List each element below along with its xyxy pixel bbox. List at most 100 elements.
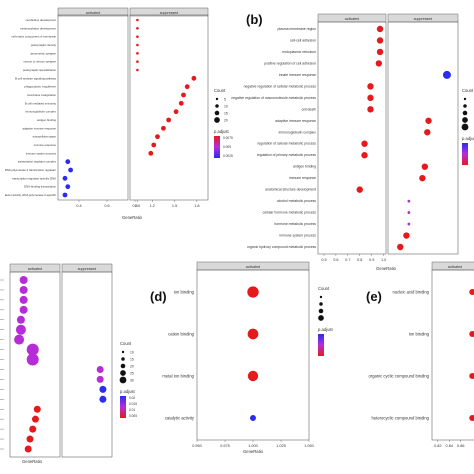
panel-a-term-label: immunoglobulin complex <box>25 110 56 114</box>
panel-a-activated-strip-label: activated <box>86 11 100 15</box>
panel-d-axis-tick-label: 1.050 <box>304 444 314 448</box>
panel-c-xlabel: GeneRatio <box>22 459 43 464</box>
panel-c-point <box>26 343 39 356</box>
panel-b-term-label: immunoglobulin complex <box>279 130 317 134</box>
panel-a-point <box>65 184 71 190</box>
panel-a-xlabel: GeneRatio <box>122 215 143 220</box>
panel-b-term-label: cell death <box>301 107 316 111</box>
panel-a-legend-padj-title: p.adjust <box>214 129 230 134</box>
panel-c-legend-padj-bar <box>120 396 126 418</box>
panel-a-legend-padj-bar <box>214 136 220 158</box>
panel-a-point <box>161 125 166 131</box>
panel-a-term-label: transcription regulator specific DNA <box>12 176 56 180</box>
panel-a-term-label: transcription regulator complex <box>18 160 57 164</box>
panel-c-suppressed-strip-label: suppressed <box>78 267 97 271</box>
panel-a-term-label: phagocytosis, engulfment <box>24 85 56 89</box>
panel-b-label: (b) <box>246 12 263 27</box>
panel-a-point <box>155 134 160 140</box>
panel-c-legend-padj-label: 0.005 <box>129 414 137 418</box>
panel-e-axis-tick-label: 0.86 <box>457 444 464 448</box>
panel-c-activated-frame <box>9 271 61 458</box>
panel-b-term-label: immune system process <box>279 234 316 238</box>
panel-a-term-label: antigen binding <box>37 118 56 122</box>
panel-b-point <box>424 129 431 136</box>
panel-a-term-label: factor activity, RNA polymerase II-speci… <box>5 193 57 197</box>
panel-d-axis-tick-label: 0.975 <box>220 444 230 448</box>
panel-b-point <box>375 60 383 67</box>
panel-a-activated-axis-tick-label: 0.6 <box>104 204 109 208</box>
panel-a-suppressed-frame <box>129 14 209 201</box>
panel-a-term-label: immune system process <box>26 151 57 155</box>
panel-c-legend-count-key <box>120 363 126 369</box>
panel-b-point <box>442 70 451 79</box>
panel-a-legend-count-key <box>215 104 219 108</box>
panel-c-point <box>33 405 41 413</box>
panel-e-term-label: nucleic acid binding <box>392 290 429 295</box>
panel-b-point <box>361 140 368 147</box>
panel-c-legend-padj-title: p.adjust <box>120 389 136 394</box>
panel-e-point <box>469 373 474 379</box>
panel-a-term-label: postsynaptic density <box>31 43 57 47</box>
panel-c-point <box>26 353 39 366</box>
panel-b-legend-count-key <box>463 104 467 108</box>
panel-b-axis-tick-label: 0.6 <box>333 258 338 262</box>
panel-b-point <box>421 163 429 170</box>
panel-a-point <box>173 109 179 115</box>
panel-b-point <box>425 117 432 124</box>
panel-a-point <box>191 75 197 81</box>
panel-d-point <box>250 415 256 421</box>
panel-b-point <box>367 94 374 102</box>
panel-c-point <box>16 315 25 324</box>
panel-a-term-label: cerebellum development <box>26 18 57 22</box>
panel-b-term-label: positive regulation of cell adhesion <box>264 61 316 65</box>
panel-e-term-label: heterocyclic compound binding <box>372 416 430 421</box>
panel-e-frame <box>431 269 474 441</box>
panel-b-legend-count-key <box>463 97 467 101</box>
panel-a-term-label: DNA-binding transcription <box>24 185 56 189</box>
panel-e-activated-strip-label: activated <box>448 265 462 269</box>
panel-c-point <box>19 295 28 304</box>
panel-b-point <box>403 232 410 239</box>
panel-c-legend-count-title: Count <box>120 341 132 346</box>
panel-a-legend-padj-label: 0.0025 <box>223 154 233 158</box>
panel-d-activated-strip-label: activated <box>246 265 260 269</box>
panel-a-term-label: membrane invagination <box>27 93 57 97</box>
panel-a-suppressed-strip <box>129 7 209 17</box>
panel-a-point <box>148 150 154 156</box>
panel-d-legend-padj-bar <box>318 334 324 356</box>
panel-b-activated-strip-label: activated <box>345 17 359 21</box>
panel-c-legend-count-key <box>121 350 125 354</box>
panel-a-term-label: asymmetric synapse <box>31 51 57 55</box>
panel-b-point <box>407 222 411 226</box>
panel-c-legend-count-key-label: 25 <box>130 371 134 375</box>
panel-a-suppressed-axis-tick-label: 1.2 <box>150 204 155 208</box>
panel-a-activated-frame <box>57 14 129 201</box>
panel-c-point <box>99 395 107 403</box>
panel-a-legend-count-key <box>214 110 220 116</box>
panel-c-legend-count-key <box>119 376 127 384</box>
panel-b-axis-tick-label: 0.5 <box>321 258 326 262</box>
panel-b-point <box>376 48 384 56</box>
panel-b-legend-count-key <box>462 110 468 116</box>
panel-d-legend-padj-title: p.adjust <box>318 327 334 332</box>
panel-e-term-label: organic cyclic compound binding <box>368 374 429 379</box>
panel-b-legend-count-title: Count <box>462 88 474 93</box>
panel-b-point <box>367 106 374 113</box>
panel-b-xlabel: GeneRatio <box>376 266 397 271</box>
panel-b-term-label: organic hydroxy compound metabolic proce… <box>247 245 316 249</box>
panel-e-label: (e) <box>366 289 382 304</box>
panel-a-term-label: cell-matrix component of membrane <box>11 35 56 39</box>
panel-b-point <box>407 199 411 203</box>
panel-a-point <box>68 167 73 173</box>
panel-a-term-label: extracellular space <box>33 135 57 139</box>
panel-d-axis-tick-label: 1.000 <box>248 444 258 448</box>
panel-a-point <box>136 68 139 72</box>
panel-a-legend-count-key <box>215 97 219 101</box>
panel-c-legend-count-key-label: 30 <box>130 378 134 382</box>
panel-b-point <box>361 152 368 159</box>
panel-b-term-label: negative regulation of macromolecule met… <box>231 96 316 100</box>
panel-a-point <box>136 27 139 30</box>
panel-c-point <box>15 324 26 335</box>
panel-d-legend-count-key <box>319 302 323 306</box>
